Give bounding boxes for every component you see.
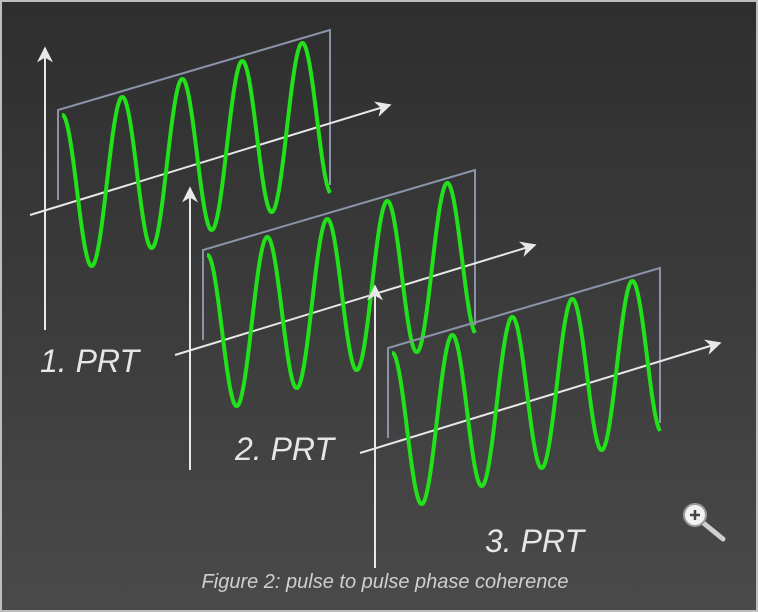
panel-label: 3. PRT <box>485 523 586 559</box>
panel-label: 2. PRT <box>234 431 336 467</box>
figure: 1. PRT 2. PRT 3. PRT Figure 2: pulse to … <box>0 0 758 612</box>
panel-label: 1. PRT <box>40 343 141 379</box>
caption: Figure 2: pulse to pulse phase coherence <box>202 571 569 593</box>
page: 1. PRT 2. PRT 3. PRT Figure 2: pulse to … <box>0 0 758 612</box>
